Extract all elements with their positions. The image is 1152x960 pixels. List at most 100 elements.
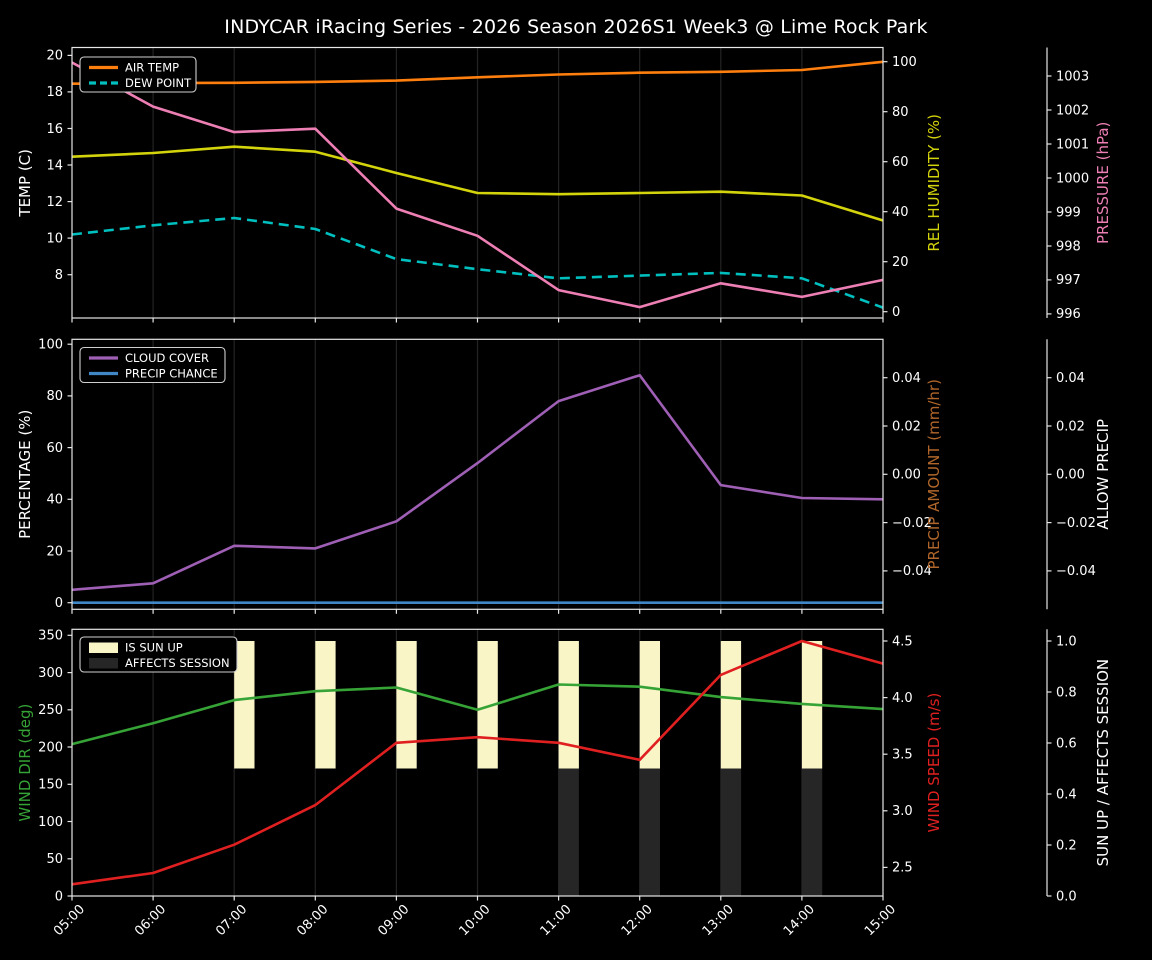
- tick-label: 0.4: [1056, 787, 1077, 802]
- axis-amount: −0.04 −0.02 0.00 0.02 0.04 PRECIP AMOUNT (mm/…: [883, 371, 943, 579]
- axis-label-sunup: SUN UP / AFFECTS SESSION: [1094, 659, 1112, 867]
- axis-humidity: 0 20 40 60 80 100 REL HUMIDITY (%): [883, 55, 943, 320]
- legend-entry-air-temp: AIR TEMP: [89, 61, 179, 75]
- axis-pressure: 996 997 998 999 1000 1001 1002 1003 PRESSURE (hP…: [1047, 69, 1112, 322]
- tick-label: 12: [46, 195, 63, 210]
- legend-label: CLOUD COVER: [125, 351, 209, 365]
- x-tick-label: 09:00: [375, 902, 412, 939]
- axis-label-allow: ALLOW PRECIP: [1094, 419, 1112, 530]
- tick-label: 997: [1056, 273, 1081, 288]
- series-rel-humidity: [71, 145, 884, 222]
- tick-label: 40: [892, 205, 909, 220]
- tick-label: 4.0: [892, 691, 913, 706]
- tick-label: −0.02: [1056, 516, 1096, 531]
- legend-entry-cloud-cover: CLOUD COVER: [89, 351, 209, 365]
- axis-temp: 8 10 12 14 16 18 20 TEMP (C): [16, 49, 72, 283]
- tick-label: 1001: [1056, 137, 1089, 152]
- bar: [720, 641, 742, 769]
- tick-label: 0: [55, 889, 63, 904]
- bar: [315, 641, 336, 769]
- tick-label: 0: [892, 305, 900, 320]
- tick-label: 0.04: [1056, 371, 1085, 386]
- x-tick-label: 13:00: [700, 902, 737, 939]
- x-tick-label: 11:00: [538, 902, 575, 939]
- tick-label: 20: [46, 49, 63, 64]
- axis-speed: 2.5 3.0 3.5 4.0 4.5 WIND SPEED (m/s): [883, 634, 943, 876]
- x-tick-label: 06:00: [132, 902, 169, 939]
- tick-label: 0.6: [1056, 736, 1077, 751]
- bar: [558, 768, 579, 896]
- tick-label: 100: [38, 815, 63, 830]
- x-tick-labels: 05:00 06:00 07:00 08:00 09:00 10:00 11:00 12:00…: [51, 902, 899, 939]
- tick-label: 150: [38, 778, 63, 793]
- axis-label-speed: WIND SPEED (m/s): [925, 693, 943, 833]
- axis-label-pressure: PRESSURE (hPa): [1094, 122, 1112, 244]
- x-tick-label: 05:00: [51, 902, 88, 939]
- axis-label-humidity: REL HUMIDITY (%): [925, 114, 943, 252]
- tick-label: 16: [46, 122, 63, 137]
- tick-label: 200: [38, 740, 63, 755]
- tick-label: 80: [892, 105, 909, 120]
- plot-cloud-precip: 0 20 40 60 80 100 PERCENTAGE (%) −0.04 −0.02 0.00…: [16, 338, 1112, 614]
- axis-allow: −0.04 −0.02 0.00 0.02 0.04 ALLOW PRECIP: [1047, 371, 1112, 579]
- tick-label: 350: [38, 629, 63, 644]
- legend-entry-affects-session: AFFECTS SESSION: [89, 656, 230, 670]
- x-tick-label: 15:00: [862, 902, 899, 939]
- tick-label: 998: [1056, 239, 1081, 254]
- x-tick-label: 12:00: [619, 902, 656, 939]
- tick-label: 20: [892, 255, 909, 270]
- series-air-temp: [71, 60, 884, 85]
- legend-entry-is-sun-up: IS SUN UP: [89, 641, 183, 655]
- tick-label: 0.02: [892, 419, 921, 434]
- axis-label-amount: PRECIP AMOUNT (mm/hr): [925, 379, 943, 569]
- plot-wind-sun: 05:00 06:00 07:00 08:00 09:00 10:00 11:00 12:00…: [16, 629, 1112, 939]
- tick-label: −0.02: [892, 516, 932, 531]
- series-wind-speed: [71, 639, 884, 886]
- tick-label: 4.5: [892, 634, 913, 649]
- tick-label: 60: [46, 441, 63, 456]
- gridlines: [152, 47, 803, 318]
- bar: [234, 641, 255, 769]
- legend-entry-dew-point: DEW POINT: [89, 76, 192, 90]
- bars-affects-session: [558, 768, 823, 896]
- legend-label: PRECIP CHANCE: [125, 367, 218, 381]
- tick-label: 3.0: [892, 804, 913, 819]
- bar: [801, 768, 823, 896]
- bar: [720, 768, 742, 896]
- legend: CLOUD COVER PRECIP CHANCE: [79, 346, 226, 384]
- series-dew-point: [71, 216, 884, 309]
- tick-label: 14: [46, 158, 63, 173]
- bars-is-sun-up: [234, 641, 823, 769]
- series-pressure: [71, 61, 884, 309]
- legend-label: AIR TEMP: [125, 61, 179, 75]
- tick-label: 0.04: [892, 371, 921, 386]
- gridlines: [152, 339, 803, 610]
- legend-label: DEW POINT: [125, 76, 192, 90]
- tick-label: 2.5: [892, 861, 913, 876]
- legend-swatch: [89, 642, 118, 653]
- legend-swatch: [89, 658, 118, 669]
- tick-label: 80: [46, 389, 63, 404]
- tick-label: 0.00: [1056, 468, 1085, 483]
- legend-label: IS SUN UP: [125, 641, 183, 655]
- legend-entry-precip-chance: PRECIP CHANCE: [89, 367, 218, 381]
- tick-label: 996: [1056, 307, 1081, 322]
- tick-label: 0.0: [1056, 889, 1077, 904]
- tick-label: −0.04: [892, 564, 932, 579]
- tick-label: 8: [55, 268, 63, 283]
- tick-label: 999: [1056, 205, 1081, 220]
- tick-label: 0.02: [1056, 419, 1085, 434]
- tick-label: 0.00: [892, 468, 921, 483]
- x-tick-label: 14:00: [781, 902, 818, 939]
- axis-label-temp: TEMP (C): [16, 149, 34, 218]
- plot-temperature-humidity-pressure: 8 10 12 14 16 18 20 TEMP (C) 0 20 40 60 80 100 REL HUM…: [16, 46, 1112, 323]
- tick-label: 1.0: [1056, 634, 1077, 649]
- tick-label: 0.2: [1056, 838, 1077, 853]
- series-wind-dir: [71, 683, 884, 746]
- x-ticks: [71, 896, 884, 901]
- x-ticks: [71, 318, 884, 323]
- tick-label: 10: [46, 231, 63, 246]
